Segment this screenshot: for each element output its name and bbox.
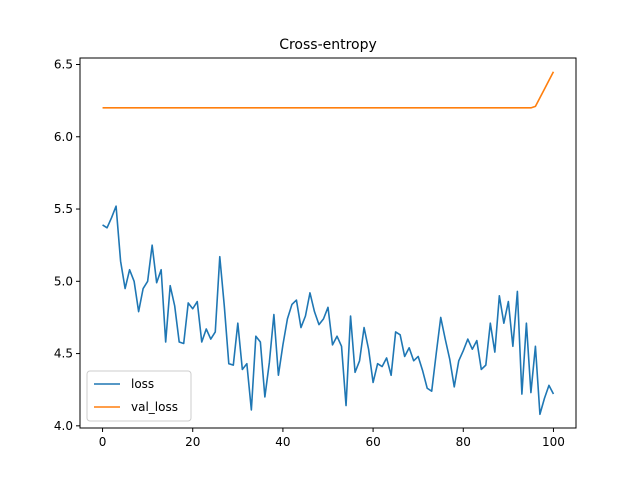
legend-label-val-loss: val_loss [131, 400, 178, 414]
x-tick-label: 80 [456, 435, 471, 449]
series-line-val-loss [102, 71, 555, 109]
chart-title: Cross-entropy [279, 37, 377, 53]
y-axis: 4.0 4.5 5.0 5.5 6.0 6.5 [54, 58, 80, 433]
series-layer [102, 71, 555, 416]
legend-label-loss: loss [131, 377, 154, 391]
y-tick-label: 4.5 [54, 347, 73, 361]
x-tick-label: 0 [99, 435, 107, 449]
x-tick-label: 100 [542, 435, 565, 449]
y-tick-label: 6.0 [54, 130, 73, 144]
series-line-loss [102, 205, 555, 416]
x-tick-label: 60 [365, 435, 380, 449]
legend: loss val_loss [86, 370, 192, 422]
x-tick-label: 20 [185, 435, 200, 449]
y-tick-label: 4.0 [54, 419, 73, 433]
y-tick-label: 6.5 [54, 58, 73, 72]
y-tick-label: 5.0 [54, 274, 73, 288]
axes-frame [79, 57, 577, 429]
x-tick-label: 40 [275, 435, 290, 449]
y-tick-label: 5.5 [54, 202, 73, 216]
x-axis: 0 20 40 60 80 100 [99, 428, 565, 449]
